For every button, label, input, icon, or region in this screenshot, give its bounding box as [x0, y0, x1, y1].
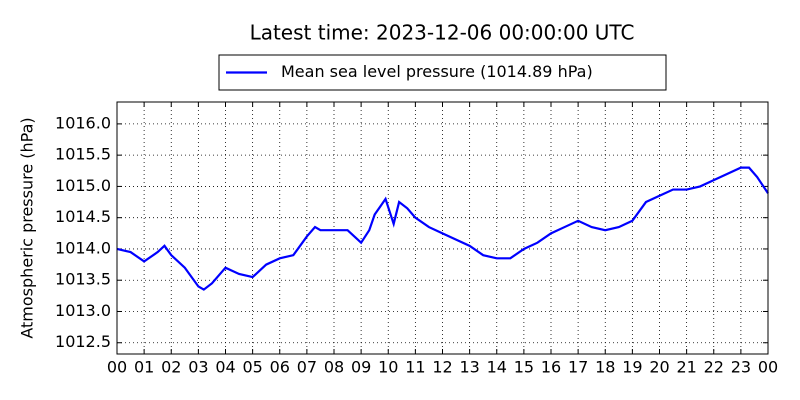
y-tick-label: 1012.5 — [55, 332, 111, 351]
x-tick-label: 00 — [107, 358, 127, 377]
x-tick-label: 03 — [188, 358, 208, 377]
x-tick-label: 23 — [731, 358, 751, 377]
x-tick-label: 09 — [351, 358, 371, 377]
x-tick-label: 20 — [649, 358, 669, 377]
x-tick-label: 06 — [270, 358, 290, 377]
x-tick-label: 19 — [622, 358, 642, 377]
x-tick-label: 17 — [568, 358, 588, 377]
x-tick-label: 07 — [297, 358, 317, 377]
y-tick-label: 1015.5 — [55, 145, 111, 164]
plot-frame — [116, 101, 769, 355]
legend-box — [218, 54, 667, 91]
x-tick-label: 08 — [324, 358, 344, 377]
y-tick-label: 1015.0 — [55, 176, 111, 195]
x-tick-label: 14 — [487, 358, 507, 377]
y-tick-label: 1014.5 — [55, 207, 111, 226]
y-tick-label: 1016.0 — [55, 113, 111, 132]
y-tick-label: 1014.0 — [55, 238, 111, 257]
x-tick-label: 02 — [161, 358, 181, 377]
x-tick-label: 21 — [676, 358, 696, 377]
x-tick-label: 16 — [541, 358, 561, 377]
x-tick-label: 04 — [215, 358, 235, 377]
chart-title: Latest time: 2023-12-06 00:00:00 UTC — [250, 21, 635, 45]
x-tick-label: 10 — [378, 358, 398, 377]
x-tick-label: 13 — [459, 358, 479, 377]
x-tick-label: 12 — [432, 358, 452, 377]
y-tick-label: 1013.0 — [55, 301, 111, 320]
x-tick-label: 00 — [758, 358, 778, 377]
y-tick-label: 1013.5 — [55, 270, 111, 289]
x-tick-label: 18 — [595, 358, 615, 377]
legend: Mean sea level pressure (1014.89 hPa) — [218, 54, 667, 91]
x-tick-label: 11 — [405, 358, 425, 377]
legend-label: Mean sea level pressure (1014.89 hPa) — [281, 62, 593, 81]
x-tick-label: 22 — [704, 358, 724, 377]
y-axis-label: Atmospheric pressure (hPa) — [18, 117, 37, 338]
x-tick-label: 05 — [242, 358, 262, 377]
x-tick-label: 15 — [514, 358, 534, 377]
x-tick-label: 01 — [134, 358, 154, 377]
data-line — [116, 166, 769, 291]
